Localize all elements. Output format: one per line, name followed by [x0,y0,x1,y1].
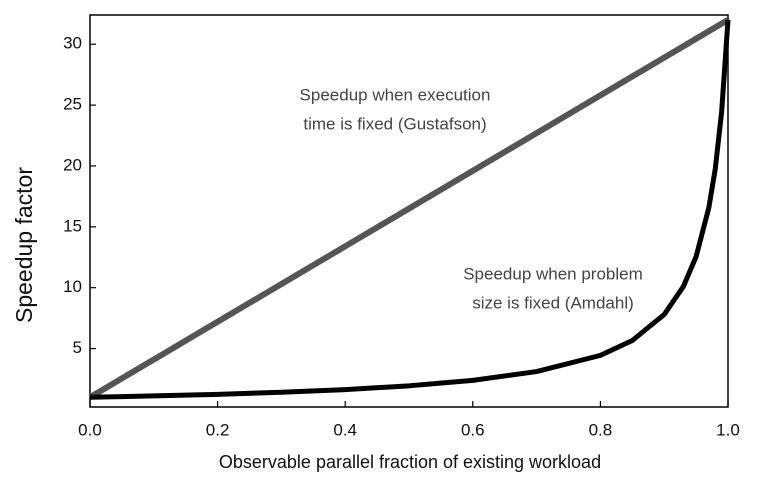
series-line [88,17,730,400]
y-tick-label: 30 [63,34,82,53]
y-tick-label: 10 [63,277,82,296]
x-tick-label: 0.0 [78,420,102,439]
annotation: Speedup when problem [463,264,643,283]
x-tick-label: 0.4 [333,420,357,439]
annotation: Speedup when execution [300,85,491,104]
annotation: time is fixed (Gustafson) [303,114,486,133]
series-line [89,19,731,400]
y-axis-label: Speedup factor [11,167,37,323]
x-axis-label: Observable parallel fraction of existing… [219,452,601,472]
y-tick-label: 15 [63,216,82,235]
x-tick-label: 0.2 [206,420,230,439]
x-tick-label: 0.8 [589,420,613,439]
y-tick-label: 5 [73,338,82,357]
y-tick-label: 20 [63,155,82,174]
x-tick-label: 1.0 [716,420,740,439]
y-tick-label: 25 [63,95,82,114]
x-tick-label: 0.6 [461,420,485,439]
annotation: size is fixed (Amdahl) [472,293,634,312]
plot-frame [89,14,729,408]
